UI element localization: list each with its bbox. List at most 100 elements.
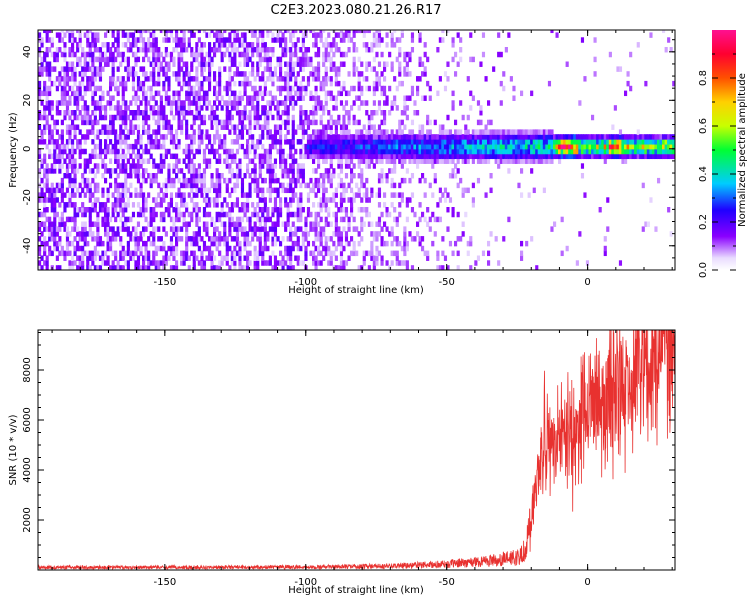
spectrogram-cell [591,148,595,155]
spectrogram-cell [246,76,250,82]
spectrogram-cell [185,226,189,232]
spectrogram-cell [238,240,242,247]
spectrogram-cell [279,85,283,92]
spectrogram-cell [499,129,503,135]
spectrogram-cell [454,134,458,140]
spectrogram-cell [344,173,349,179]
spectrogram-cell [304,231,308,237]
spectrogram-cell [441,30,445,34]
spectrogram-cell [238,207,242,213]
spectrogram-cell [91,139,95,145]
spectrogram-cell [81,265,85,270]
spectrogram-cell [101,202,105,208]
spectrogram-cell [317,153,321,160]
spectrogram-cell [96,85,100,92]
spectrogram-cell [43,139,47,145]
spectrogram-cell [152,163,156,169]
spectrogram-cell [403,153,407,160]
spectrogram-cell [139,207,143,213]
spectrogram-cell [248,129,252,135]
spectrogram-cell [129,231,133,237]
spectrogram-cell [142,95,146,101]
spectrogram-cell [213,255,217,261]
spectrogram-cell [48,61,52,67]
spectrogram-cell [385,158,389,164]
spectrogram-cell [159,245,163,252]
spectrogram-cell [200,236,204,242]
spectrogram-cell [352,226,356,232]
spectrogram-cell [111,260,115,266]
spectrogram-cell [81,76,85,82]
spectrogram-cell [487,119,491,126]
spectrogram-cell [375,153,379,160]
spectrogram-cell [139,211,143,218]
spectrogram-cell [334,187,338,194]
spectrogram-cell [522,148,526,155]
spectrogram-cell [494,134,498,140]
spectrogram-cell [73,66,77,72]
spectrogram-cell [454,51,458,58]
spectrogram-cell [560,153,564,160]
spectrogram-cell [200,119,204,126]
spectrogram-cell [134,61,138,67]
spectrogram-cell [76,100,80,106]
spectrogram-cell [360,177,364,184]
spectrogram-cell [251,134,255,140]
spectrogram-cell [286,265,290,270]
spectrogram-cell [352,173,356,179]
spectrogram-cell [499,100,503,106]
spectrogram-cell [134,187,138,194]
spectrogram-cell [405,265,409,270]
spectrogram-cell [157,168,161,174]
spectrogram-cell [126,105,130,111]
spectrogram-cell [88,114,92,121]
spectrogram-cell [266,66,270,72]
spectrogram-cell [405,153,409,160]
spectrogram-cell [367,163,371,169]
spectrogram-cell [256,114,260,121]
spectrogram-cell [319,129,323,135]
spectrogram-cell [220,202,224,208]
spectrogram-cell [98,100,103,106]
spectrogram-cell [279,143,283,150]
spectrogram-cell [205,105,209,111]
spectrogram-cell [251,211,255,218]
spectrogram-cell [517,139,521,145]
spectrogram-cell [284,163,288,169]
spectrogram-cell [246,197,250,203]
spectrogram-cell [164,134,168,140]
spectrogram-cell [314,32,318,38]
spectrogram-cell [332,168,336,174]
spectrogram-cell [38,66,42,72]
spectrogram-cell [225,202,229,208]
spectrogram-cell [73,245,77,252]
spectrogram-cell [152,260,156,266]
spectrogram-cell [134,100,138,106]
spectrogram-cell [550,153,554,160]
spectrogram-cell [459,134,463,140]
spectrogram-cell [314,129,318,135]
spectrogram-cell [456,250,460,257]
spectrogram-cell [243,236,247,242]
spectrogram-cell [271,47,275,53]
spectrogram-cell [372,231,376,237]
spectrogram-cell [78,255,82,261]
spectrogram-cell [233,37,237,43]
spectrogram-cell [215,236,219,242]
spectrogram-cell [116,51,120,58]
spectrogram-cell [157,124,161,130]
spectrogram-cell [342,51,346,58]
spectrogram-cell [380,37,384,43]
spectrogram-cell [456,129,460,135]
spectrogram-cell [360,182,364,189]
spectrogram-cell [248,71,252,77]
spectrogram-cell [324,66,328,72]
spectrogram-cell [479,119,483,126]
spectrogram-cell [86,61,90,67]
spectrogram-cell [514,158,519,164]
spectrogram-cell [73,192,77,198]
spectrogram-cell [299,119,303,126]
spectrogram-cell [271,134,275,140]
spectrogram-cell [129,66,133,72]
spectrogram-cell [530,139,534,145]
